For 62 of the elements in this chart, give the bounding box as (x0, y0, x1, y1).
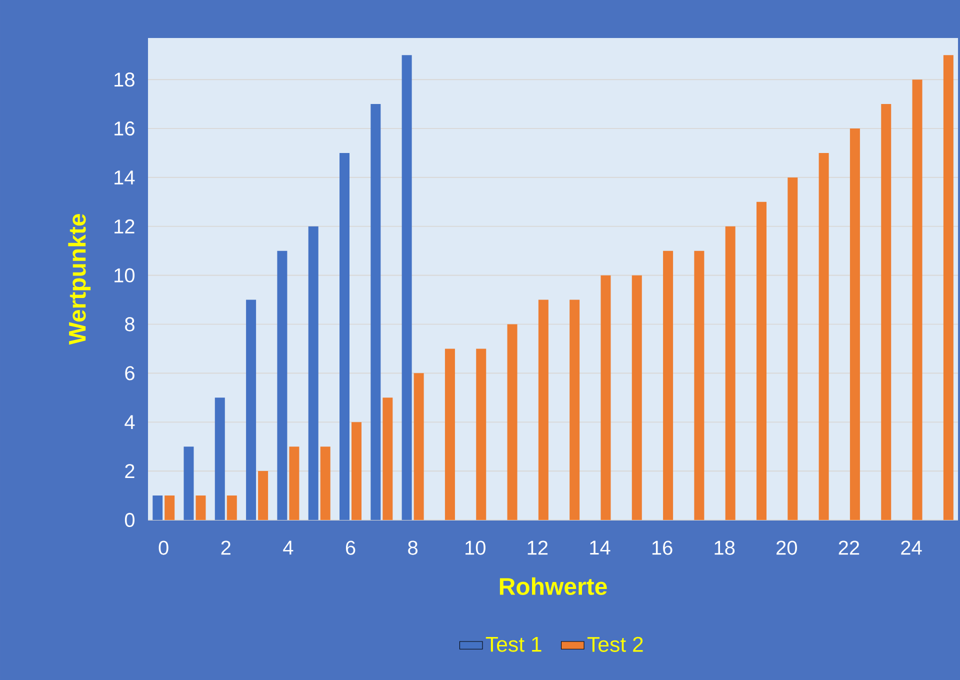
y-tick-label: 12 (114, 219, 134, 234)
legend-label: Test 1 (486, 636, 542, 652)
y-axis-title: Wertpunkte (68, 214, 91, 345)
x-tick-label: 24 (901, 540, 922, 555)
bar (881, 104, 892, 520)
x-tick-label: 22 (838, 540, 860, 555)
bar (444, 348, 455, 520)
x-tick-label: 0 (158, 540, 168, 555)
bar (507, 324, 518, 520)
bar (352, 422, 362, 520)
y-tick-label: 10 (114, 268, 134, 282)
bar (340, 152, 350, 520)
y-tick-label: 14 (114, 170, 135, 184)
bar (414, 373, 424, 520)
x-tick-label: 12 (528, 540, 548, 555)
x-tick-label: 10 (466, 540, 486, 555)
x-tick-label: 4 (283, 540, 294, 554)
bar (788, 177, 798, 520)
y-tick-label: 6 (125, 366, 134, 380)
bar (196, 496, 206, 520)
bar (725, 226, 736, 520)
y-tick-label: 16 (114, 121, 134, 136)
y-tick-label: 0 (124, 512, 134, 528)
bar (756, 202, 767, 520)
x-tick-label: 14 (590, 540, 610, 554)
x-tick-label: 2 (221, 540, 230, 555)
bar (476, 348, 486, 520)
y-tick-label: 18 (114, 72, 134, 87)
x-tick-label: 8 (408, 540, 418, 555)
bar (152, 496, 163, 520)
bar (320, 446, 330, 520)
bar (370, 104, 381, 520)
bar (226, 496, 237, 520)
x-tick-label: 20 (776, 540, 797, 555)
bar (289, 446, 300, 520)
bar (912, 80, 922, 520)
legend-label: Test 2 (587, 636, 643, 652)
bar (632, 275, 642, 520)
x-axis-title: Rohwerte (500, 577, 607, 595)
bar (694, 250, 704, 520)
bar (164, 496, 175, 520)
bar (943, 55, 954, 520)
y-tick-label: 2 (125, 464, 134, 478)
bar (538, 300, 548, 520)
bar (277, 250, 288, 520)
x-tick-label: 6 (346, 540, 356, 555)
bar (214, 398, 225, 520)
bar (570, 300, 580, 520)
bar (258, 471, 268, 520)
x-tick-label: 16 (652, 540, 672, 555)
bar (382, 398, 393, 520)
bar (308, 226, 318, 520)
y-tick-label: 4 (124, 415, 135, 429)
y-tick-label: 8 (125, 317, 134, 332)
x-tick-label: 18 (714, 540, 735, 555)
bar (818, 152, 829, 520)
bar (850, 128, 860, 520)
bar (663, 250, 674, 520)
bar (600, 275, 611, 520)
bar (402, 55, 412, 520)
bar (184, 446, 194, 520)
bar (246, 300, 256, 520)
